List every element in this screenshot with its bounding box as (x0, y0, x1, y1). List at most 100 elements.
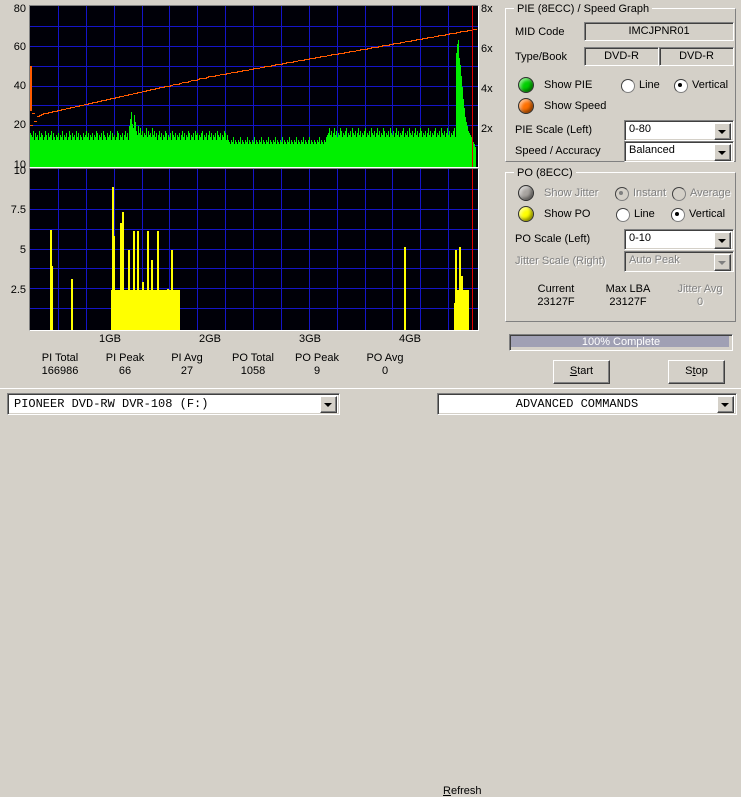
po-line-radio[interactable] (616, 208, 630, 222)
pie-bar (209, 131, 210, 167)
stat-po-peak: PO Peak 9 (277, 352, 357, 378)
po-vertical-label[interactable]: Vertical (689, 208, 726, 220)
show-speed-label[interactable]: Show Speed (544, 100, 607, 112)
refresh-accel: R (443, 785, 451, 797)
pie-scale-dropdown[interactable]: 0-80 (624, 120, 734, 141)
pie-bar (198, 140, 199, 167)
pie-bar (220, 133, 221, 167)
speed-line-segment (300, 60, 303, 61)
chevron-down-icon[interactable] (717, 396, 734, 413)
pie-bar (320, 144, 321, 167)
pie-bar (228, 140, 229, 167)
show-pie-led-icon[interactable] (518, 77, 534, 93)
speed-line-segment (142, 91, 145, 92)
pie-bar (403, 128, 404, 167)
pie-bar (399, 137, 400, 167)
pie-bar (185, 140, 186, 167)
pie-bar (225, 133, 226, 167)
pie-bar (423, 133, 424, 167)
po-bar (71, 279, 73, 330)
pie-bar (457, 44, 458, 167)
chevron-down-icon[interactable] (320, 396, 337, 413)
pie-bar (300, 144, 301, 167)
pie-bar (182, 131, 183, 167)
pie-bar (245, 140, 246, 167)
show-jitter-led-icon (518, 185, 534, 201)
chevron-down-icon[interactable] (714, 123, 731, 140)
pie-bar (216, 140, 217, 167)
pie-bar (70, 135, 71, 167)
chevron-down-icon[interactable] (714, 144, 731, 161)
show-speed-led-icon[interactable] (518, 98, 534, 114)
speed-line-segment (336, 54, 339, 55)
pie-bar (90, 135, 91, 167)
pie-bar (445, 137, 446, 167)
pie-bar (309, 137, 310, 167)
pie-bar (138, 126, 139, 167)
pie-bar (171, 140, 172, 167)
pie-bar (440, 137, 441, 167)
pie-bar (337, 137, 338, 167)
pie-bar (121, 137, 122, 167)
speed-line-segment (472, 29, 475, 30)
advanced-commands-select[interactable]: ADVANCED COMMANDS (437, 393, 737, 415)
speed-line-segment (405, 41, 408, 42)
pie-bar (64, 135, 65, 167)
speed-line-segment (255, 68, 258, 69)
pie-line-label[interactable]: Line (639, 79, 660, 91)
stop-button[interactable]: Stop (668, 360, 725, 384)
pie-bar (194, 140, 195, 167)
pie-bar (43, 140, 44, 167)
pie-bar (127, 133, 128, 167)
jitter-avg-value: 0 (696, 296, 704, 308)
pie-bar (236, 142, 237, 167)
pie-bar (376, 133, 377, 167)
pie-bar (77, 137, 78, 167)
pie-bar (365, 128, 366, 167)
speed-line-segment (271, 65, 274, 66)
pie-bar (468, 131, 469, 167)
speed-line-segment (436, 36, 439, 37)
speed-line-segment (37, 116, 40, 117)
pie-bar (315, 142, 316, 167)
pie-bar (39, 131, 40, 167)
start-button[interactable]: Start (553, 360, 610, 384)
speed-line-segment (237, 71, 240, 72)
pie-bar (277, 140, 278, 167)
pie-bar (415, 128, 416, 167)
pie-line-radio[interactable] (621, 79, 635, 93)
pie-bar (443, 135, 444, 167)
drive-select[interactable]: PIONEER DVD-RW DVR-108 (F:) (7, 393, 340, 415)
pie-bar (118, 133, 119, 167)
pie-vertical-label[interactable]: Vertical (692, 79, 729, 91)
pie-bar (36, 137, 37, 167)
pie-bar (38, 140, 39, 167)
po-vertical-radio[interactable] (671, 208, 685, 222)
pie-bar (352, 128, 353, 167)
po-scale-dropdown[interactable]: 0-10 (624, 229, 734, 250)
gridline-horizontal (30, 26, 478, 27)
pie-bar (181, 135, 182, 167)
speed-line-segment (463, 31, 466, 32)
pie-speed-plot[interactable] (29, 5, 479, 168)
pie-bar (211, 133, 212, 167)
pie-vertical-radio[interactable] (674, 79, 688, 93)
pie-bar (246, 142, 247, 167)
speed-accuracy-dropdown[interactable]: Balanced (624, 141, 734, 162)
po-plot[interactable] (29, 168, 479, 331)
pie-bar (52, 140, 53, 167)
chevron-down-icon[interactable] (714, 232, 731, 249)
show-po-led-icon[interactable] (518, 206, 534, 222)
pie-axis-tick-60: 60 (13, 41, 26, 53)
pie-bar (266, 140, 267, 167)
refresh-label[interactable]: Refresh (443, 785, 482, 797)
speed-line-segment (373, 47, 376, 48)
gridline-horizontal (30, 46, 478, 47)
show-pie-label[interactable]: Show PIE (544, 79, 593, 91)
show-po-label[interactable]: Show PO (544, 208, 591, 220)
speed-line-segment (164, 86, 167, 87)
po-line-label[interactable]: Line (634, 208, 655, 220)
pie-bar (95, 137, 96, 167)
pie-bar (221, 140, 222, 167)
pie-bar (471, 137, 472, 167)
